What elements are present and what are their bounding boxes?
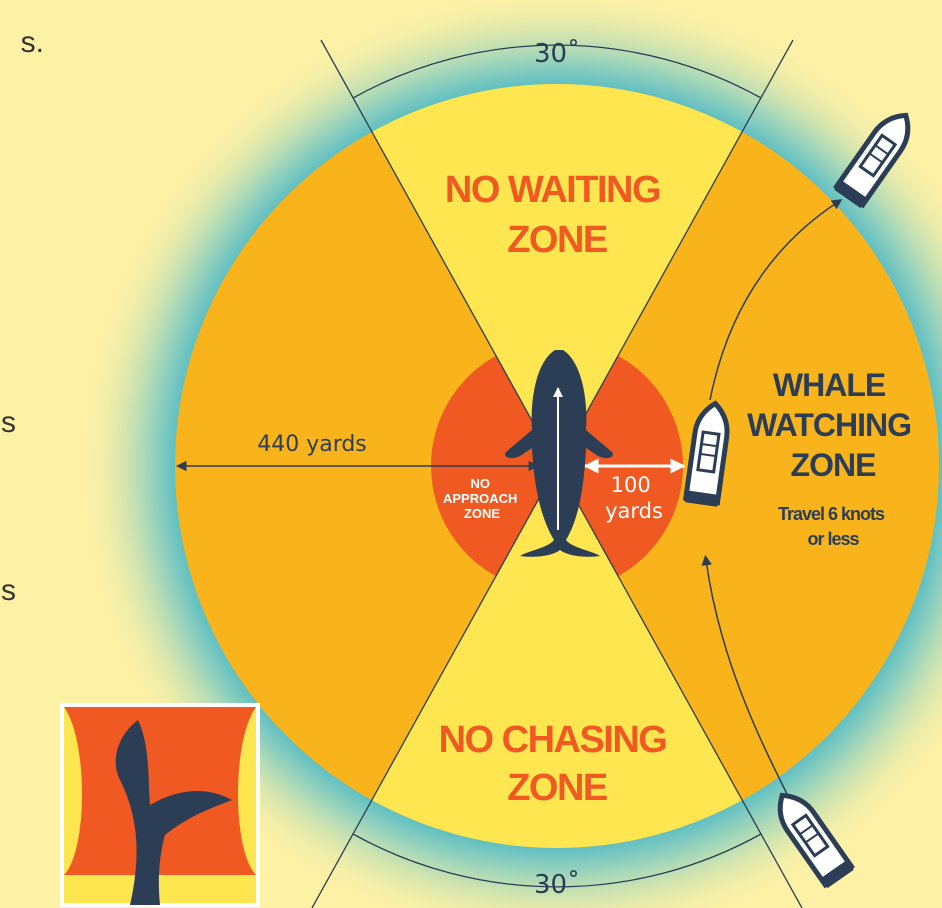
line: WATCHING	[747, 407, 911, 443]
line: yards	[605, 499, 663, 523]
line: WHALE	[773, 367, 886, 403]
line: NO	[470, 476, 490, 491]
left-fragments: s. s s	[1, 26, 44, 607]
page: {"side_fragments": ["s.", "s", "s"], "an…	[0, 0, 942, 908]
line: 100	[611, 473, 651, 497]
line: APPROACH	[443, 491, 517, 506]
line: ZONE	[464, 506, 500, 521]
line: ZONE	[507, 219, 607, 261]
line: or less	[807, 529, 859, 549]
distance-label: 440 yards	[257, 432, 367, 457]
line: ZONE	[791, 447, 877, 483]
line: NO CHASING	[439, 719, 667, 761]
side-text: s	[1, 406, 16, 439]
side-text: s.	[21, 26, 44, 59]
angle-label: 30˚	[534, 870, 580, 900]
diagram: s. s s 30˚ 30˚ NO WAITING ZONE NO CHASIN…	[0, 0, 942, 908]
line: Travel 6 knots	[778, 504, 885, 524]
angle-label: 30˚	[534, 39, 580, 69]
line: ZONE	[507, 767, 607, 809]
line: NO WAITING	[445, 169, 660, 211]
tail-icon	[62, 705, 258, 905]
side-text: s	[1, 574, 16, 607]
